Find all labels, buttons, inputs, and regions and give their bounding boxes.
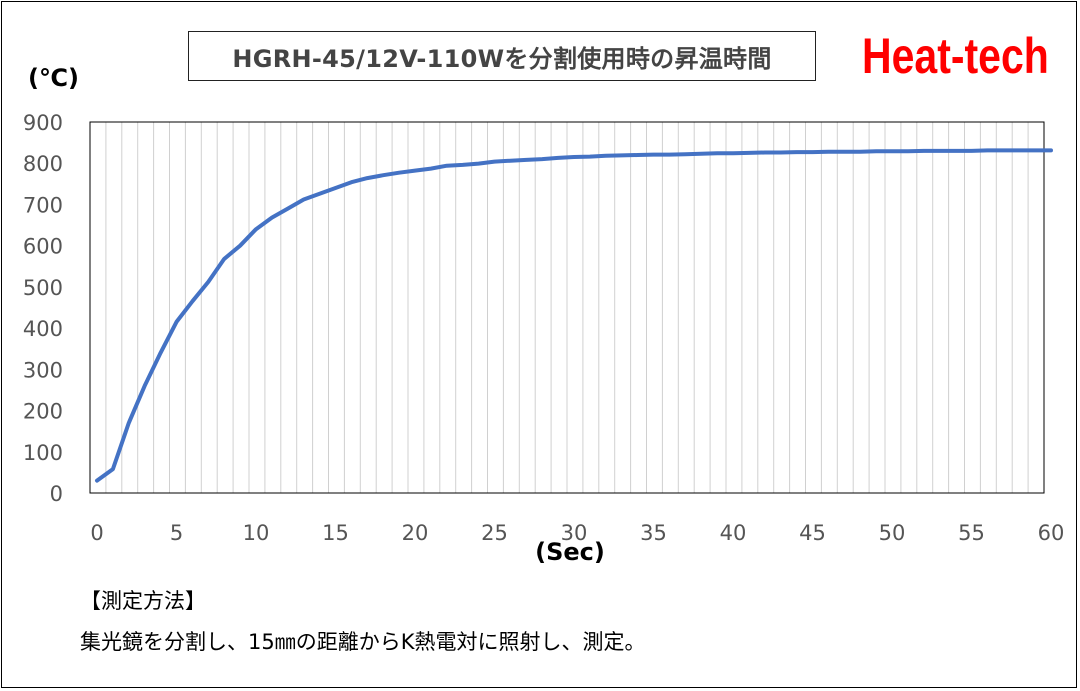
x-tick-label: 5 — [170, 521, 183, 545]
x-tick-label: 0 — [90, 521, 103, 545]
series-line — [95, 148, 1053, 483]
y-tick-label: 800 — [23, 152, 63, 176]
x-tick-label: 10 — [243, 521, 270, 545]
x-tick-label: 15 — [322, 521, 349, 545]
x-tick-label: 55 — [958, 521, 985, 545]
brand-logo: Heat-tech — [862, 28, 1049, 84]
y-tick-label: 0 — [50, 482, 63, 506]
y-tick-label: 400 — [23, 317, 63, 341]
y-tick-label: 900 — [23, 111, 63, 135]
x-tick-label: 30 — [561, 521, 588, 545]
series-layer — [95, 148, 1053, 483]
x-tick-label: 45 — [799, 521, 826, 545]
y-tick-label: 100 — [23, 441, 63, 465]
y-tick-label: 700 — [23, 193, 63, 217]
chart-title: HGRH-45/12V-110Wを分割使用時の昇温時間 — [188, 31, 816, 81]
x-axis-ticks: 0 5 10 15 20 25 30 35 40 45 50 55 60 — [90, 521, 1064, 545]
method-heading: 【測定方法】 — [80, 589, 206, 613]
x-tick-label: 35 — [640, 521, 667, 545]
x-tick-label: 20 — [402, 521, 429, 545]
y-tick-label: 500 — [23, 276, 63, 300]
y-axis-ticks: 0 100 200 300 400 500 600 700 800 900 — [23, 111, 63, 506]
x-tick-label: 40 — [720, 521, 747, 545]
plot-area-border — [89, 121, 1045, 494]
grid-lines — [105, 122, 1029, 493]
y-tick-label: 600 — [23, 235, 63, 259]
y-tick-label: 300 — [23, 358, 63, 382]
x-tick-label: 50 — [879, 521, 906, 545]
y-axis-unit-label: (℃) — [28, 64, 79, 92]
method-description: 集光鏡を分割し、15㎜の距離からK熱電対に照射し、測定。 — [80, 630, 646, 654]
x-tick-label: 60 — [1038, 521, 1065, 545]
x-tick-label: 25 — [481, 521, 508, 545]
x-axis-unit-label: (Sec) — [535, 538, 605, 566]
y-tick-label: 200 — [23, 400, 63, 424]
